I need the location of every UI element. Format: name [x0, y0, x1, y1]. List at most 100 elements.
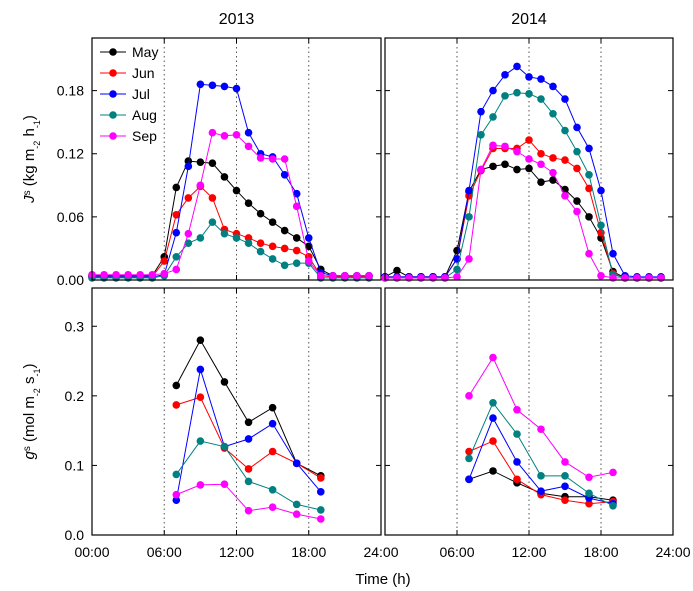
series-line	[384, 163, 661, 279]
data-point	[537, 75, 545, 83]
data-point	[489, 353, 497, 362]
x-tick-label: 06:00	[439, 544, 474, 560]
data-point	[513, 430, 521, 438]
data-point	[268, 403, 277, 412]
data-point	[573, 207, 581, 216]
data-point	[196, 393, 205, 402]
data-point	[573, 147, 581, 156]
data-point	[220, 132, 229, 140]
y-axis-label-part: h	[21, 128, 38, 141]
series-line	[175, 440, 321, 511]
data-point	[489, 86, 497, 95]
data-point	[465, 213, 473, 221]
series-line	[92, 160, 369, 277]
series-line	[92, 185, 369, 278]
data-point	[184, 239, 193, 247]
data-point	[393, 266, 401, 275]
data-point	[172, 253, 181, 261]
data-point	[208, 159, 217, 168]
data-point	[513, 147, 521, 156]
x-tick-label: 12:00	[219, 544, 254, 560]
data-point	[513, 405, 521, 414]
x-axis-label: Time (h)	[355, 571, 410, 588]
data-point	[465, 454, 473, 463]
data-point	[585, 170, 593, 179]
data-point	[549, 109, 557, 118]
y-axis-label-part: s	[22, 190, 33, 195]
data-point	[561, 95, 569, 103]
data-point	[561, 472, 569, 480]
data-point	[184, 157, 193, 165]
legend-marker	[109, 69, 117, 77]
data-point	[365, 271, 373, 280]
data-point	[561, 126, 569, 135]
x-tick-label: 18:00	[583, 544, 618, 560]
data-point	[316, 488, 325, 496]
data-point	[341, 271, 349, 280]
data-point	[304, 234, 313, 242]
x-tick-label: 24:00	[655, 544, 690, 560]
y-axis-label: gs (mol m-2 s-1)	[21, 363, 42, 459]
data-point	[573, 197, 581, 205]
data-point	[316, 474, 325, 482]
data-point	[244, 435, 253, 443]
data-point	[184, 229, 193, 238]
data-point	[196, 234, 205, 242]
data-point	[513, 458, 521, 466]
plot-frame	[384, 287, 674, 536]
data-point	[268, 218, 277, 226]
data-point	[501, 142, 509, 151]
data-point	[280, 170, 289, 179]
data-point	[256, 247, 265, 256]
data-point	[329, 271, 337, 280]
data-point	[268, 242, 277, 251]
data-point	[489, 399, 497, 407]
series-line	[175, 339, 322, 477]
data-point	[256, 154, 265, 162]
data-point	[268, 155, 277, 163]
data-point	[172, 381, 181, 390]
data-point	[280, 244, 289, 253]
data-point	[525, 155, 533, 163]
data-point	[513, 88, 521, 97]
y-axis-label-part: -1	[32, 120, 42, 128]
data-point	[160, 269, 169, 278]
data-point	[172, 496, 181, 505]
data-point	[597, 221, 605, 230]
data-point	[477, 165, 485, 174]
y-axis-label-part: s	[21, 376, 38, 388]
data-point	[268, 255, 277, 263]
series-line	[92, 132, 369, 277]
data-point	[292, 510, 301, 518]
data-point	[501, 160, 509, 169]
data-point	[453, 246, 461, 255]
data-point	[489, 467, 497, 475]
data-point	[220, 229, 229, 238]
data-point	[453, 265, 461, 274]
data-point	[220, 378, 229, 386]
data-point	[292, 246, 301, 255]
data-point	[585, 249, 593, 258]
data-point	[489, 113, 497, 121]
data-point	[561, 156, 569, 164]
data-point	[525, 89, 533, 98]
data-point	[537, 95, 545, 103]
data-point	[256, 209, 265, 218]
data-point	[609, 249, 617, 258]
y-tick-label: 0.2	[65, 388, 85, 404]
legend-label: Aug	[132, 107, 157, 123]
data-point	[585, 473, 593, 482]
data-point	[148, 270, 157, 279]
data-point	[537, 149, 545, 158]
data-point	[220, 173, 229, 181]
data-point	[561, 192, 569, 200]
legend-marker	[109, 90, 117, 98]
y-axis-label-part: )	[21, 115, 38, 120]
data-point	[232, 186, 241, 195]
data-point	[208, 194, 217, 202]
data-point	[136, 270, 144, 279]
data-point	[537, 487, 545, 495]
data-point	[172, 490, 181, 499]
data-point	[292, 459, 301, 468]
